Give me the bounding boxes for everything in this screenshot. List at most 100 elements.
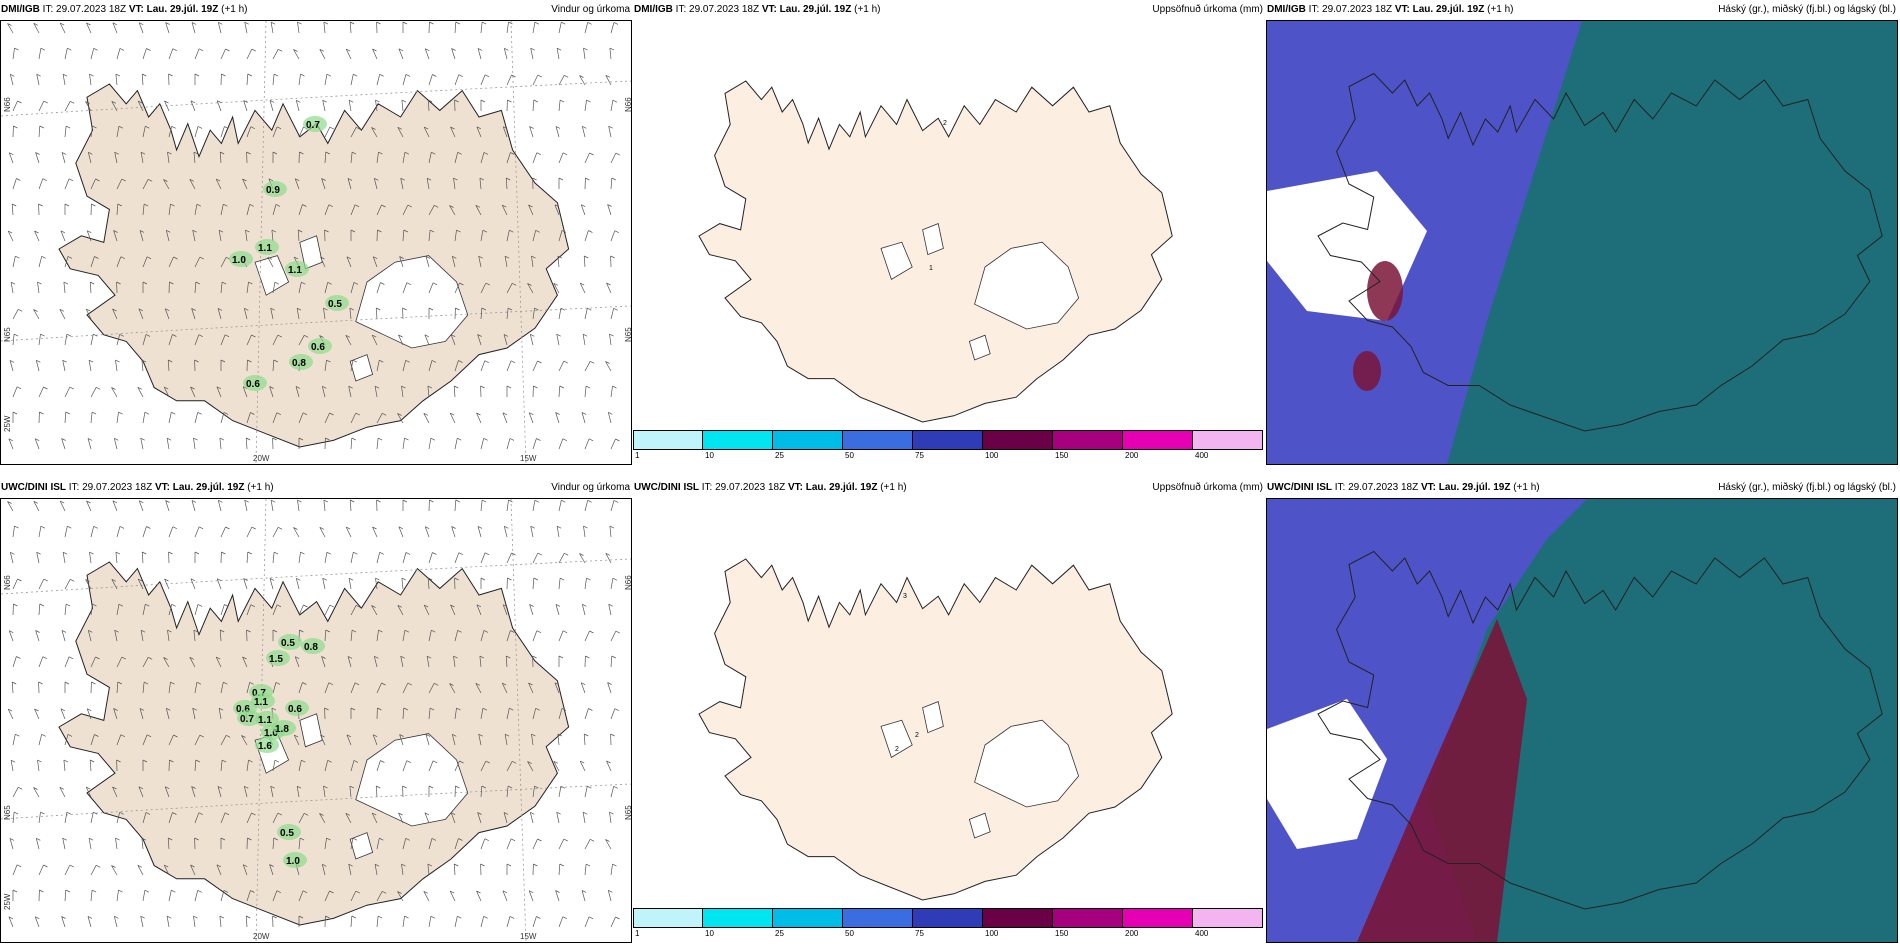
wind-barb (533, 863, 538, 867)
wind-barb (86, 708, 92, 720)
wind-barb (376, 438, 379, 450)
wind-barb (425, 526, 430, 530)
wind-barb (428, 577, 433, 581)
wind-barb (405, 74, 411, 77)
wind-barb (586, 99, 591, 103)
glacier (299, 713, 323, 748)
wind-barb (353, 73, 358, 77)
wind-barb (321, 656, 326, 668)
wind-barb (607, 204, 612, 207)
lead-time: (+1 h) (854, 4, 881, 15)
wind-barb (61, 630, 66, 642)
wind-barb (398, 48, 404, 60)
wind-barb (193, 151, 199, 155)
wind-barb (407, 204, 412, 208)
wind-barb (139, 22, 144, 26)
wind-barb (558, 500, 562, 512)
wind-barb (430, 915, 436, 919)
wind-barb (476, 890, 481, 894)
init-time: IT: 29.07.2023 18Z (42, 4, 127, 15)
wind-barb (116, 734, 122, 746)
wind-barb (530, 47, 535, 51)
wind-barb (194, 48, 200, 60)
wind-barb (480, 22, 483, 34)
wind-barb (509, 916, 515, 919)
wind-barb (198, 526, 204, 530)
wind-barb (607, 682, 612, 685)
wind-barb (320, 256, 325, 260)
wind-barb (88, 837, 94, 841)
wind-barb (64, 604, 67, 616)
wind-barb (37, 760, 40, 772)
wind-barb (509, 229, 514, 233)
wind-barb (579, 282, 586, 294)
wind-barb (167, 837, 170, 850)
wind-barb (559, 99, 565, 103)
wind-barb (376, 760, 381, 772)
wind-barb (554, 204, 560, 208)
wind-barb (172, 48, 177, 52)
precip-value-label: 0.7 (240, 714, 254, 725)
lon-label-left: 25W (3, 415, 12, 432)
wind-barb (164, 786, 170, 798)
wind-barb (561, 708, 567, 711)
wind-barb (556, 525, 562, 529)
wind-barb (163, 179, 168, 182)
wind-barb (166, 915, 172, 919)
wind-barb (139, 230, 144, 242)
valid-time: VT: Lau. 29.júl. 19Z (154, 482, 245, 493)
wind-barb (218, 499, 223, 503)
wind-barb (457, 915, 462, 919)
wind-barb (216, 178, 221, 182)
wind-barb (324, 760, 329, 772)
wind-barb (401, 386, 404, 398)
wind-barb (506, 916, 511, 928)
wind-barb (113, 708, 118, 711)
wind-barb (612, 577, 618, 581)
wind-barb (111, 865, 116, 868)
wind-barb (61, 916, 66, 928)
wind-barb (300, 73, 305, 77)
wind-barb (9, 360, 15, 363)
wind-barb (371, 127, 376, 130)
wind-barb (615, 630, 620, 634)
precip-patch (278, 634, 302, 650)
wind-barb (15, 733, 20, 737)
valid-time: VT: Lau. 29.júl. 19Z (761, 4, 852, 15)
wind-barb (454, 282, 460, 294)
wind-barb (580, 282, 585, 286)
wind-barb (190, 864, 196, 876)
wind-barb (506, 655, 511, 659)
wind-barb (140, 630, 144, 642)
wind-barb (400, 177, 405, 181)
wind-barb (528, 204, 534, 216)
wind-barb (96, 864, 101, 868)
wind-barb (9, 74, 14, 86)
wind-barb (297, 229, 300, 242)
wind-barb (114, 629, 119, 633)
precip-patch (277, 824, 301, 840)
wind-barb (323, 22, 326, 34)
panel-title: Uppsöfnuð úrkoma (mm) (1152, 4, 1263, 15)
wind-barb (116, 281, 121, 285)
wind-barb (481, 21, 487, 25)
wind-barb (610, 630, 617, 642)
wind-barb (534, 499, 540, 503)
wind-barb (423, 890, 428, 894)
wind-barb (119, 333, 124, 337)
wind-barb (614, 708, 619, 712)
wind-barb (90, 334, 94, 346)
wind-barb (64, 386, 71, 398)
wind-barb (194, 837, 199, 841)
wind-barb (171, 125, 176, 129)
wind-barb (608, 125, 613, 129)
wind-barb (89, 74, 92, 86)
wind-barb (347, 656, 353, 659)
wind-barb (402, 552, 407, 564)
wind-barb (530, 333, 535, 337)
wind-barb (425, 734, 430, 746)
wind-barb (250, 604, 255, 608)
wind-barb (11, 203, 14, 216)
wind-barb (605, 74, 610, 78)
wind-barb (272, 74, 275, 86)
